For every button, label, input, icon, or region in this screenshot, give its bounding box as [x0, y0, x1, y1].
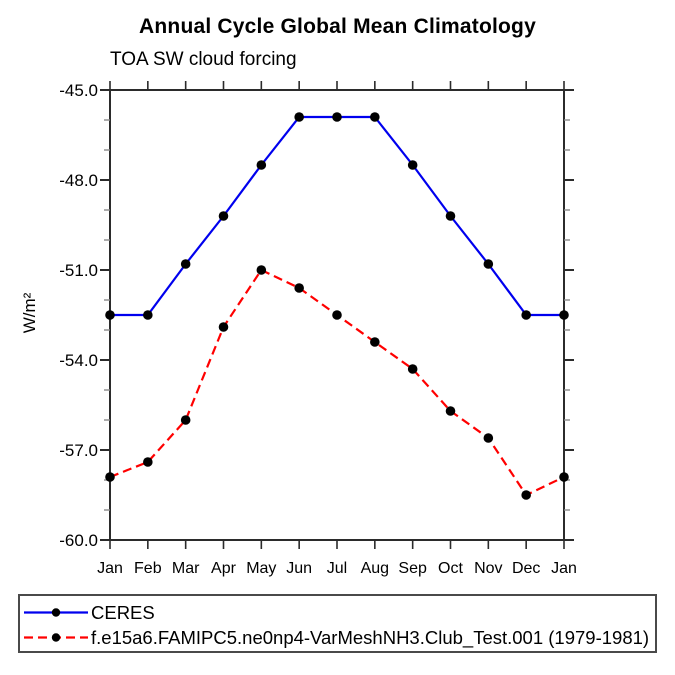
data-point-ceres [483, 259, 494, 269]
legend-label-ceres: CERES [91, 601, 155, 623]
x-tick-label: Jun [286, 560, 312, 577]
data-point-model [521, 490, 531, 500]
y-tick-label: -51.0 [59, 261, 98, 280]
data-point-ceres [143, 310, 153, 320]
data-point-model [218, 322, 229, 332]
x-tick-label: Aug [361, 560, 389, 577]
x-tick-label: Jan [551, 560, 577, 577]
legend-entry-ceres: CERES [23, 600, 655, 625]
data-point-ceres [370, 112, 380, 122]
data-point-ceres [294, 112, 304, 122]
x-tick-label: Mar [172, 560, 200, 577]
data-point-model [105, 472, 115, 482]
legend-box: CERES f.e15a6.FAMIPC5.ne0np4-VarMeshNH3.C… [18, 594, 657, 653]
data-point-ceres [559, 310, 569, 320]
chart-title: Annual Cycle Global Mean Climatology [139, 15, 536, 38]
data-point-model [294, 283, 304, 293]
data-point-ceres [105, 310, 115, 320]
data-point-model [483, 433, 494, 443]
series-line-model [109, 268, 565, 497]
data-point-ceres [332, 112, 342, 122]
data-point-model [407, 364, 418, 374]
data-point-ceres [521, 310, 531, 320]
y-tick-label: -60.0 [59, 531, 98, 550]
data-point-ceres [218, 211, 229, 221]
data-point-model [180, 415, 191, 425]
legend-sample-ceres [24, 608, 88, 617]
y-tick-label: -57.0 [59, 441, 98, 460]
x-tick-label: Nov [474, 560, 502, 577]
x-tick-label: May [246, 560, 276, 577]
data-point-ceres [445, 211, 456, 221]
x-tick-label: Jul [327, 560, 347, 577]
data-point-model [143, 457, 153, 467]
data-point-model [256, 265, 267, 275]
x-tick-label: Sep [398, 560, 427, 577]
x-tick-label: Dec [512, 560, 540, 577]
x-tick-label: Oct [438, 560, 463, 577]
y-tick-label: -54.0 [59, 351, 98, 370]
data-point-ceres [180, 259, 191, 269]
y-tick-label: -45.0 [59, 81, 98, 100]
legend-entry-model: f.e15a6.FAMIPC5.ne0np4-VarMeshNH3.Club_T… [23, 625, 655, 650]
data-point-model [445, 406, 456, 416]
legend-entries: CERES f.e15a6.FAMIPC5.ne0np4-VarMeshNH3.C… [23, 600, 655, 650]
series-line-ceres [110, 115, 564, 317]
data-point-ceres [256, 160, 267, 170]
x-tick-label: Feb [134, 560, 162, 577]
data-point-model [370, 337, 380, 347]
data-point-model [559, 472, 569, 482]
x-tick-label: Apr [211, 560, 237, 577]
data-point-ceres [407, 160, 418, 170]
legend-sample-model [24, 633, 88, 642]
legend-label-model: f.e15a6.FAMIPC5.ne0np4-VarMeshNH3.Club_T… [91, 626, 650, 648]
data-point-model [332, 310, 342, 320]
y-tick-label: -48.0 [59, 171, 98, 190]
x-tick-label: Jan [97, 560, 123, 577]
chart-subtitle: TOA SW cloud forcing [110, 49, 297, 70]
